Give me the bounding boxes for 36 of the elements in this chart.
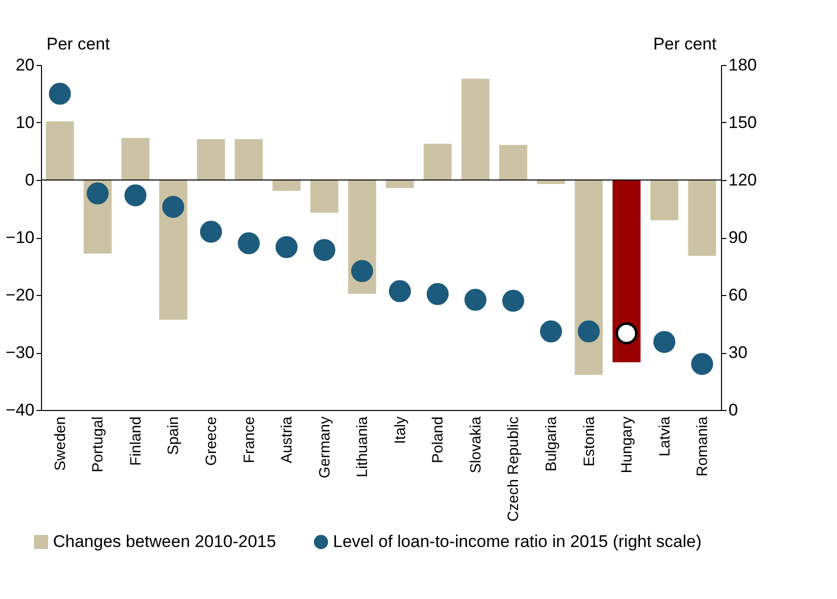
x-tick-label: Latvia xyxy=(656,416,674,457)
y2-axis-title: Per cent xyxy=(653,34,717,54)
x-tick-label: France xyxy=(240,416,258,464)
y-tick-label: 0 xyxy=(25,170,34,190)
x-tick-label: Italy xyxy=(392,416,409,444)
y-tick-label: −40 xyxy=(6,400,34,420)
y2-tick-label: 60 xyxy=(728,286,748,304)
y2-tick-label: 180 xyxy=(728,56,757,74)
y-tick-label: 10 xyxy=(16,113,34,132)
x-tick-label: Romania xyxy=(694,416,712,477)
x-tick-label: Finland xyxy=(127,416,144,466)
x-tick-label: Hungary xyxy=(618,416,636,474)
x-tick-label: Austria xyxy=(278,416,296,464)
x-tick-label: Spain xyxy=(165,416,182,455)
y-tick-label: −20 xyxy=(6,286,34,304)
y2-tick-label: 90 xyxy=(728,228,748,247)
x-tick-label: Slovakia xyxy=(467,416,484,474)
x-tick-label: Greece xyxy=(203,416,220,466)
x-tick-label: Czech Republic xyxy=(505,416,522,522)
y2-tick-label: 30 xyxy=(728,343,748,362)
y2-tick-label: 150 xyxy=(728,113,757,132)
y-tick-label: 20 xyxy=(16,56,34,74)
x-tick-label: Poland xyxy=(430,416,447,464)
x-tick-label: Portugal xyxy=(90,416,107,472)
x-tick-label: Estonia xyxy=(580,416,598,467)
y-tick-label: −10 xyxy=(6,228,34,247)
x-tick-label: Bulgaria xyxy=(543,416,560,472)
x-tick-label: Germany xyxy=(316,416,334,478)
x-tick-label: Lithuania xyxy=(354,416,372,478)
y2-tick-label: 0 xyxy=(728,400,738,420)
y2-tick-label: 120 xyxy=(728,170,757,190)
y-tick-label: −30 xyxy=(6,343,34,362)
y-axis-title: Per cent xyxy=(46,34,110,54)
legend-label: Level of loan-to-income ratio in 2015 (right scale) xyxy=(333,532,702,551)
legend-label: Changes between 2010-2015 xyxy=(53,532,276,551)
x-tick-label: Sweden xyxy=(52,416,69,471)
